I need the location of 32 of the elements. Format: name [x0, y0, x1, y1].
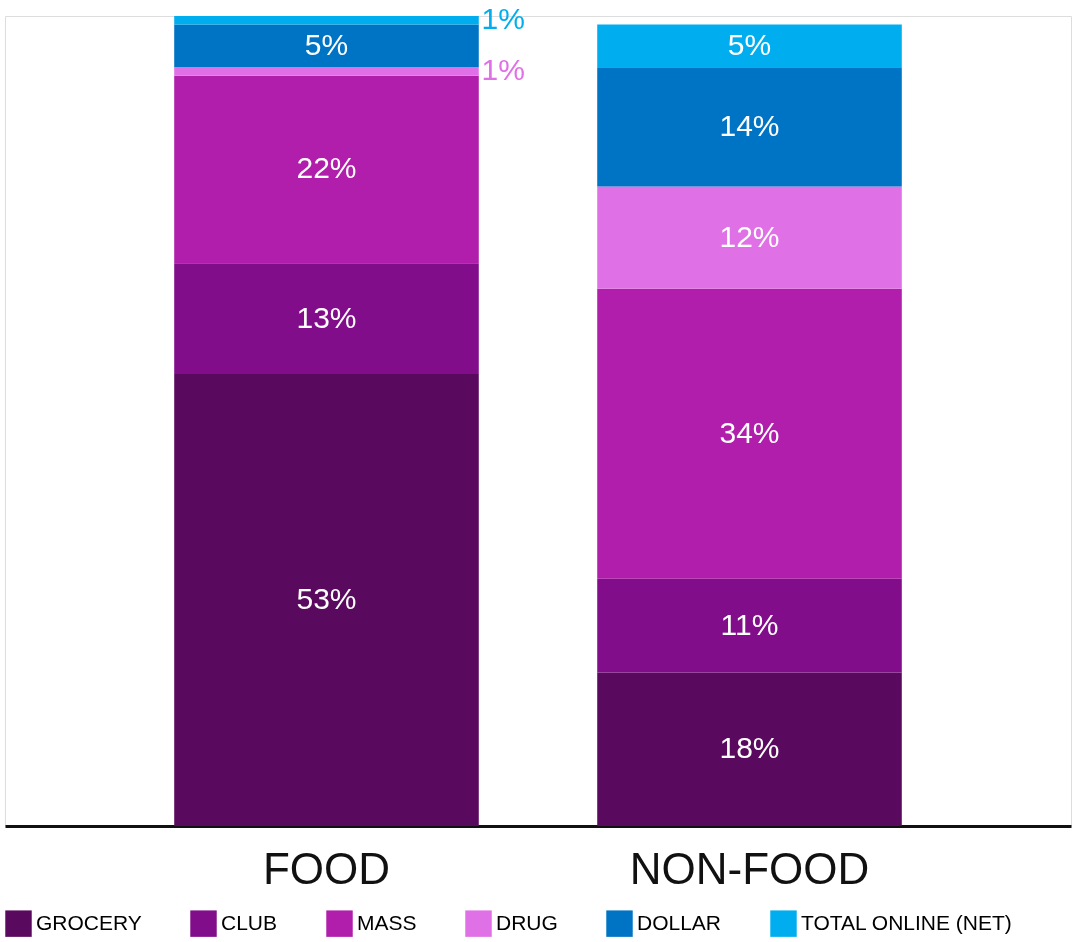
data-label: 53% — [296, 582, 357, 616]
data-label: 13% — [296, 300, 357, 334]
legend-label: CLUB — [221, 910, 278, 934]
bar — [597, 578, 902, 673]
legend-label: TOTAL ONLINE (NET) — [801, 910, 1012, 934]
legend-label: DOLLAR — [637, 910, 722, 934]
bar — [174, 16, 479, 25]
data-label: 12% — [719, 219, 780, 253]
bar — [174, 263, 479, 375]
bar — [597, 67, 902, 187]
data-label: 22% — [296, 151, 357, 185]
legend-label: MASS — [357, 910, 417, 934]
x-tick-label: NON-FOOD — [629, 843, 870, 893]
bar — [174, 75, 479, 264]
bar — [597, 672, 902, 826]
bar — [597, 288, 902, 579]
bar — [597, 186, 902, 289]
x-tick-label: FOOD — [262, 843, 391, 893]
data-label: 5% — [727, 27, 772, 61]
bar — [174, 374, 479, 826]
data-label: 11% — [720, 607, 779, 641]
data-label: 14% — [719, 108, 780, 142]
legend-label: GROCERY — [36, 910, 142, 934]
data-label: 5% — [304, 27, 349, 61]
bar — [597, 24, 902, 68]
data-label: 18% — [719, 731, 780, 765]
data-label: 1% — [481, 2, 525, 36]
data-label: 34% — [719, 415, 780, 449]
legend-label: DRUG — [496, 910, 558, 934]
bar — [174, 67, 479, 76]
data-label: 1% — [481, 53, 525, 87]
bar — [174, 24, 479, 68]
